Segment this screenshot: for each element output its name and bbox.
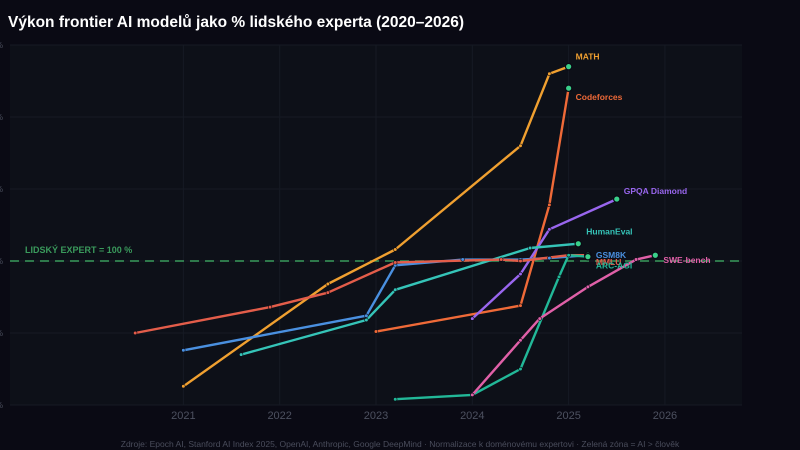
- series-label-gsm8k: GSM8K: [596, 250, 627, 260]
- data-point-gpqa-diamond: [518, 271, 523, 277]
- data-point-swe-bench: [633, 257, 639, 262]
- axis-ticks: 0 % 50 % 100 % 150 % 200 % 250 % 2021 2022 2023 2…: [0, 41, 677, 422]
- data-point-codeforces: [518, 303, 523, 308]
- data-point-arc-agi: [393, 397, 398, 402]
- human-expert-label: LIDSKÝ EXPERT = 100 %: [25, 244, 132, 255]
- data-point-humaneval: [574, 239, 583, 248]
- data-point-gsm8k: [460, 257, 465, 262]
- data-point-math: [564, 62, 573, 71]
- reference-line-group: LIDSKÝ EXPERT = 100 %: [10, 244, 742, 262]
- y-tick-label: 150 %: [0, 185, 3, 194]
- series-label-math: MATH: [576, 52, 600, 62]
- data-point-humaneval: [239, 352, 244, 357]
- data-point-mmlu: [325, 290, 330, 295]
- series-line-math: [182, 65, 570, 388]
- y-tick-label: 200 %: [0, 113, 3, 122]
- source-footer: Zdroje: Epoch AI, Stanford AI Index 2025…: [120, 439, 680, 449]
- data-point-codeforces: [564, 84, 573, 93]
- data-point-math: [547, 71, 552, 76]
- chart-title: Výkon frontier AI modelů jako % lidského…: [8, 14, 464, 31]
- data-point-mmlu: [393, 260, 398, 265]
- series-line-mmlu: [133, 253, 590, 335]
- data-point-humaneval: [393, 287, 398, 292]
- data-point-gsm8k: [181, 348, 186, 353]
- data-point-mmlu: [133, 330, 138, 336]
- x-tick-label: 2023: [364, 410, 388, 422]
- data-point-arc-agi: [518, 366, 523, 372]
- data-point-codeforces: [547, 202, 552, 207]
- data-point-swe-bench: [518, 338, 523, 343]
- data-point-mmlu: [499, 257, 504, 262]
- y-tick-label: 50 %: [0, 329, 3, 338]
- data-point-math: [518, 143, 523, 148]
- data-point-arc-agi: [556, 274, 562, 279]
- x-tick-label: 2021: [171, 410, 195, 422]
- markers-group: [133, 62, 660, 402]
- data-point-gsm8k: [547, 256, 552, 261]
- y-tick-label: 0 %: [0, 401, 3, 410]
- data-point-codeforces: [373, 329, 379, 334]
- series-line-codeforces: [374, 86, 570, 333]
- series-label-humaneval: HumanEval: [586, 227, 632, 237]
- data-point-math: [325, 281, 330, 287]
- x-tick-label: 2025: [556, 410, 580, 422]
- series-label-gpqa-diamond: GPQA Diamond: [624, 186, 687, 196]
- data-point-arc-agi: [566, 253, 571, 258]
- data-point-mmlu: [267, 304, 273, 310]
- y-tick-label: 100 %: [0, 257, 3, 266]
- data-point-gpqa-diamond: [547, 227, 552, 232]
- series-line-gpqa-diamond: [471, 197, 618, 320]
- data-point-math: [393, 247, 398, 252]
- series-label-codeforces: Codeforces: [576, 92, 623, 102]
- data-point-swe-bench: [537, 316, 542, 321]
- data-point-arc-agi: [584, 252, 592, 261]
- x-tick-label: 2026: [653, 410, 677, 422]
- data-point-mmlu: [518, 258, 523, 264]
- data-point-swe-bench: [585, 284, 590, 290]
- series-label-swe-bench: SWE-bench: [663, 255, 710, 265]
- y-tick-label: 250 %: [0, 41, 3, 50]
- series-line-arc-agi: [394, 253, 590, 401]
- x-tick-label: 2022: [267, 410, 291, 422]
- data-point-math: [181, 384, 186, 389]
- series-label-arc-agi: ARC-AGI: [596, 261, 632, 271]
- data-point-gpqa-diamond: [612, 195, 621, 203]
- x-tick-label: 2024: [460, 410, 484, 422]
- data-point-swe-bench: [470, 392, 475, 398]
- data-point-humaneval: [364, 317, 369, 323]
- series-line-swe-bench: [471, 253, 657, 397]
- data-point-humaneval: [528, 245, 533, 251]
- data-point-gpqa-diamond: [470, 316, 475, 321]
- series-label-mmlu: MMLU: [596, 257, 622, 267]
- data-point-gsm8k: [364, 313, 369, 318]
- series-labels: MATH Codeforces GPQA Diamond HumanEval GSM8K…: [576, 52, 711, 271]
- data-point-swe-bench: [651, 251, 660, 260]
